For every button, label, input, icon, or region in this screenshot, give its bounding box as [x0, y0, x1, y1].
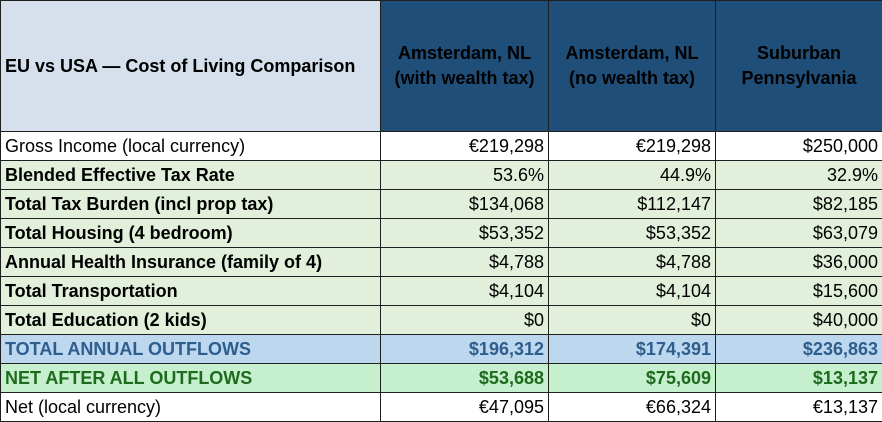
table-row-net-after-outflows: NET AFTER ALL OUTFLOWS $53,688 $75,609 $…	[1, 364, 882, 393]
table-row-gross-income: Gross Income (local currency) €219,298 €…	[1, 132, 882, 161]
cell-value[interactable]: 32.9%	[716, 161, 882, 190]
cell-value[interactable]: $75,609	[549, 364, 716, 393]
table-row-tax-burden: Total Tax Burden (incl prop tax) $134,06…	[1, 190, 882, 219]
cell-value[interactable]: $36,000	[716, 248, 882, 277]
cell-value[interactable]: $174,391	[549, 335, 716, 364]
row-label[interactable]: Total Transportation	[1, 277, 381, 306]
cell-value[interactable]: $15,600	[716, 277, 882, 306]
cell-value[interactable]: $0	[381, 306, 549, 335]
cell-value[interactable]: $63,079	[716, 219, 882, 248]
column-header-line: (no wealth tax)	[553, 66, 711, 91]
cell-value[interactable]: €66,324	[549, 393, 716, 422]
column-header-line: Amsterdam, NL	[553, 41, 711, 66]
cell-value[interactable]: $196,312	[381, 335, 549, 364]
row-label[interactable]: Gross Income (local currency)	[1, 132, 381, 161]
cell-value[interactable]: $53,352	[549, 219, 716, 248]
cell-value[interactable]: $236,863	[716, 335, 882, 364]
cell-value[interactable]: $4,788	[381, 248, 549, 277]
table-title[interactable]: EU vs USA — Cost of Living Comparison	[1, 1, 381, 132]
cell-value[interactable]: €219,298	[549, 132, 716, 161]
cell-value[interactable]: $82,185	[716, 190, 882, 219]
column-header-suburban-pennsylvania[interactable]: Suburban Pennsylvania	[716, 1, 882, 132]
cell-value[interactable]: €13,137	[716, 393, 882, 422]
cell-value[interactable]: $53,352	[381, 219, 549, 248]
table-row-total-outflows: TOTAL ANNUAL OUTFLOWS $196,312 $174,391 …	[1, 335, 882, 364]
row-label[interactable]: NET AFTER ALL OUTFLOWS	[1, 364, 381, 393]
cell-value[interactable]: €219,298	[381, 132, 549, 161]
row-label[interactable]: Total Education (2 kids)	[1, 306, 381, 335]
row-label[interactable]: Total Tax Burden (incl prop tax)	[1, 190, 381, 219]
column-header-amsterdam-wealth-tax[interactable]: Amsterdam, NL (with wealth tax)	[381, 1, 549, 132]
column-header-line: Pennsylvania	[720, 66, 878, 91]
cell-value[interactable]: $134,068	[381, 190, 549, 219]
cell-value[interactable]: $4,104	[549, 277, 716, 306]
row-label[interactable]: Total Housing (4 bedroom)	[1, 219, 381, 248]
row-label[interactable]: Blended Effective Tax Rate	[1, 161, 381, 190]
row-label[interactable]: TOTAL ANNUAL OUTFLOWS	[1, 335, 381, 364]
column-header-line: Amsterdam, NL	[385, 41, 544, 66]
header-row: EU vs USA — Cost of Living Comparison Am…	[1, 1, 882, 132]
cell-value[interactable]: $4,788	[549, 248, 716, 277]
row-label[interactable]: Annual Health Insurance (family of 4)	[1, 248, 381, 277]
column-header-line: Suburban	[720, 41, 878, 66]
table-row-education: Total Education (2 kids) $0 $0 $40,000	[1, 306, 882, 335]
cell-value[interactable]: $0	[549, 306, 716, 335]
table-row-health-insurance: Annual Health Insurance (family of 4) $4…	[1, 248, 882, 277]
cell-value[interactable]: $4,104	[381, 277, 549, 306]
cell-value[interactable]: $40,000	[716, 306, 882, 335]
column-header-line: (with wealth tax)	[385, 66, 544, 91]
cell-value[interactable]: €47,095	[381, 393, 549, 422]
table-row-transportation: Total Transportation $4,104 $4,104 $15,6…	[1, 277, 882, 306]
cell-value[interactable]: 53.6%	[381, 161, 549, 190]
table-row-housing: Total Housing (4 bedroom) $53,352 $53,35…	[1, 219, 882, 248]
cell-value[interactable]: $112,147	[549, 190, 716, 219]
table-row-tax-rate: Blended Effective Tax Rate 53.6% 44.9% 3…	[1, 161, 882, 190]
cell-value[interactable]: 44.9%	[549, 161, 716, 190]
cell-value[interactable]: $13,137	[716, 364, 882, 393]
cell-value[interactable]: $250,000	[716, 132, 882, 161]
column-header-amsterdam-no-wealth-tax[interactable]: Amsterdam, NL (no wealth tax)	[549, 1, 716, 132]
row-label[interactable]: Net (local currency)	[1, 393, 381, 422]
table-row-net-local: Net (local currency) €47,095 €66,324 €13…	[1, 393, 882, 422]
cell-value[interactable]: $53,688	[381, 364, 549, 393]
